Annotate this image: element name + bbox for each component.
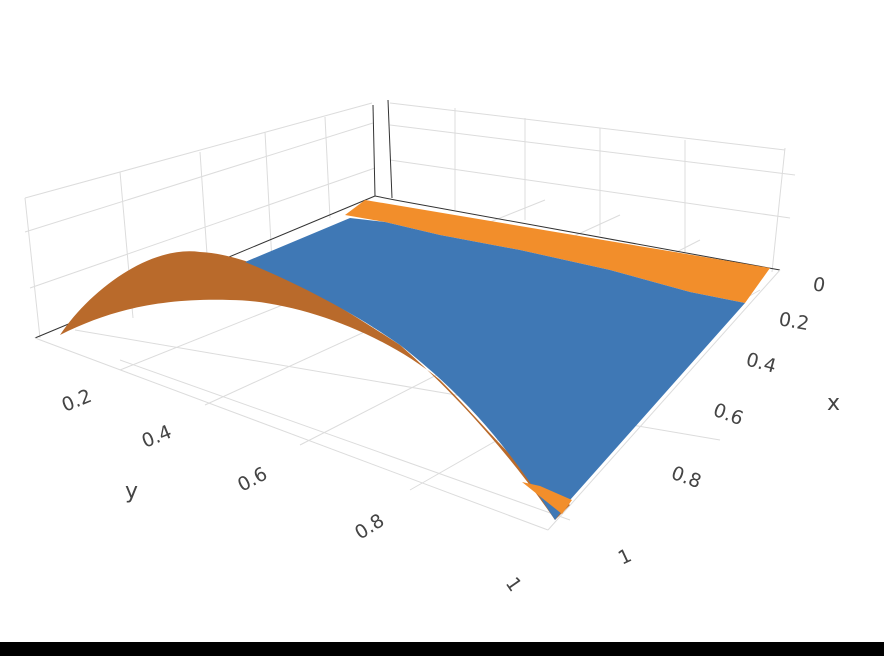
y-tick: 1 — [501, 573, 526, 596]
surface-plot[interactable]: 0 0.2 0.4 0.6 0.8 1 0.2 0.4 0.6 0.8 1 x … — [0, 0, 884, 640]
x-tick: 0.8 — [668, 462, 704, 493]
blue-surface — [245, 218, 745, 520]
bottom-bar — [0, 642, 884, 656]
orange-surface-back — [345, 200, 770, 303]
orange-surface-ridge — [60, 251, 570, 520]
x-tick: 0.4 — [744, 349, 779, 378]
y-axis-title: y — [125, 479, 138, 504]
x-tick: 0 — [811, 273, 827, 297]
y-tick: 0.4 — [139, 421, 175, 453]
x-axis-title: x — [827, 391, 840, 416]
y-tick: 0.8 — [351, 510, 388, 545]
orange-surface-front — [522, 482, 572, 514]
surfaces — [60, 200, 770, 520]
y-tick: 0.2 — [59, 385, 95, 417]
axis-edges — [34, 99, 781, 531]
y-tick: 0.6 — [234, 463, 271, 497]
x-tick: 0.2 — [777, 308, 811, 335]
x-tick: 0.6 — [710, 399, 746, 430]
x-tick: 1 — [615, 544, 635, 569]
